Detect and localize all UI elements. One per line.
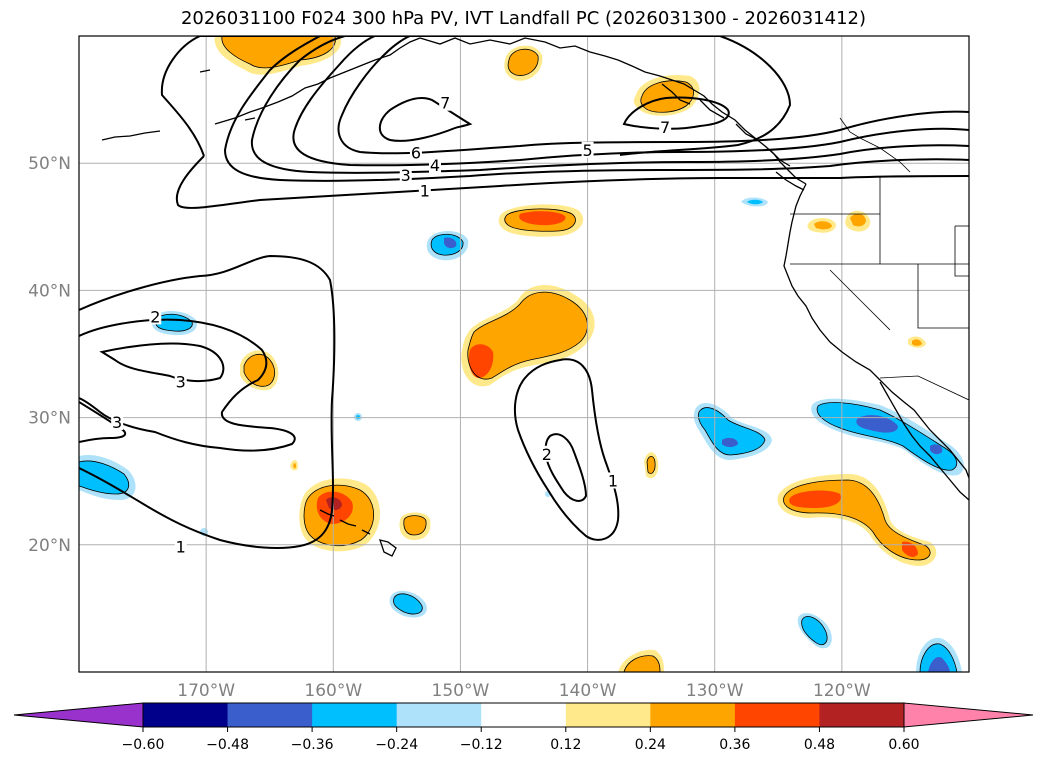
colorbar-tick-label: 0.12 (550, 737, 581, 753)
contour-label-background (540, 445, 553, 462)
colorbar-tick-label: −0.24 (375, 737, 418, 753)
colorbar-segment (396, 703, 482, 727)
negative-anomaly-area (389, 590, 427, 618)
contour-label: 2 (542, 445, 552, 464)
lon-tick-label: 140°W (559, 681, 617, 701)
latitude-axis: 20°N 30°N 40°N 50°N (28, 154, 71, 556)
negative-anomaly-area (916, 637, 962, 672)
colorbar-tick-label: 0.24 (635, 737, 666, 753)
contour-label-background (581, 141, 594, 158)
negative-anomaly-area (797, 613, 832, 649)
contour-label: 2 (150, 307, 160, 326)
colorbar-tick-label: −0.36 (291, 737, 334, 753)
colorbar-tick-label: 0.36 (719, 737, 750, 753)
colorbar-tick-label: −0.48 (206, 737, 249, 753)
lat-tick-label: 20°N (28, 536, 71, 556)
contour-label: 6 (411, 143, 421, 162)
contour-label: 7 (660, 118, 670, 137)
colorbar-segment (565, 703, 651, 727)
colorbar-tick-label: −0.12 (460, 737, 503, 753)
colorbar-segment (312, 703, 398, 727)
positive-anomaly-area (498, 204, 584, 237)
contour-label-background (418, 182, 431, 199)
colorbar-segment (143, 703, 229, 727)
coastlines (101, 37, 969, 557)
contour-label-background (439, 94, 452, 111)
colorbar-tick-label: 0.60 (888, 737, 919, 753)
colorbar-tick-label: −0.60 (122, 737, 165, 753)
contour-label: 3 (112, 413, 122, 432)
gridlines (79, 36, 969, 672)
positive-anomaly-area (618, 649, 664, 672)
contour-label-background (607, 472, 619, 489)
contour-label-background (429, 157, 441, 174)
contour-label: 1 (420, 181, 430, 200)
colorbar-segment (481, 703, 567, 727)
contour-label-background (659, 118, 672, 135)
lat-tick-label: 30°N (28, 409, 71, 429)
contour-label-background (111, 413, 124, 430)
contour-label-background (149, 308, 162, 325)
negative-anomaly-area (426, 231, 469, 261)
lon-tick-label: 170°W (177, 681, 235, 701)
contour-label: 1 (176, 538, 186, 557)
lon-tick-label: 150°W (432, 681, 490, 701)
contour-label: 3 (401, 166, 411, 185)
contour-label: 5 (582, 141, 592, 160)
colorbar-segment (734, 703, 820, 727)
lon-tick-label: 120°W (813, 681, 871, 701)
colorbar-segment (650, 703, 736, 727)
positive-anomaly-area (399, 512, 431, 540)
lat-tick-label: 40°N (28, 281, 71, 301)
negative-anomaly-area (79, 454, 136, 500)
contour-label: 7 (440, 94, 450, 113)
pv-contours (79, 36, 969, 549)
contour-label-background (409, 144, 422, 161)
colorbar: −0.60 −0.48 −0.36 −0.24 −0.12 0.12 0.24 0.36 0.4… (13, 702, 1034, 753)
figure-title: 2026031100 F024 300 hPa PV, IVT Landfall… (180, 8, 867, 29)
contour-label: 1 (608, 471, 618, 490)
contour-label: 4 (430, 156, 440, 175)
shaded-field (79, 36, 964, 672)
shading-outlines (79, 36, 958, 672)
colorbar-frame (142, 702, 905, 728)
colorbar-extend-min (13, 702, 144, 728)
positive-anomaly-area (461, 284, 595, 387)
contour-label-background (174, 373, 187, 390)
colorbar-segment (819, 703, 905, 727)
map-frame (78, 35, 970, 673)
positive-anomaly-area (504, 45, 543, 81)
lon-tick-label: 160°W (304, 681, 362, 701)
lat-tick-label: 50°N (28, 154, 71, 174)
contour-label-background (399, 167, 412, 184)
contour-label-background (174, 538, 187, 555)
positive-anomaly-area (299, 478, 380, 552)
longitude-axis: 170°W 160°W 150°W 140°W 130°W 120°W (177, 681, 871, 701)
colorbar-segment (227, 703, 313, 727)
colorbar-tick-label: 0.48 (804, 737, 835, 753)
contour-label: 3 (176, 372, 186, 391)
lon-tick-label: 130°W (686, 681, 744, 701)
positive-anomaly-area (633, 74, 700, 116)
colorbar-extend-max (903, 702, 1034, 728)
